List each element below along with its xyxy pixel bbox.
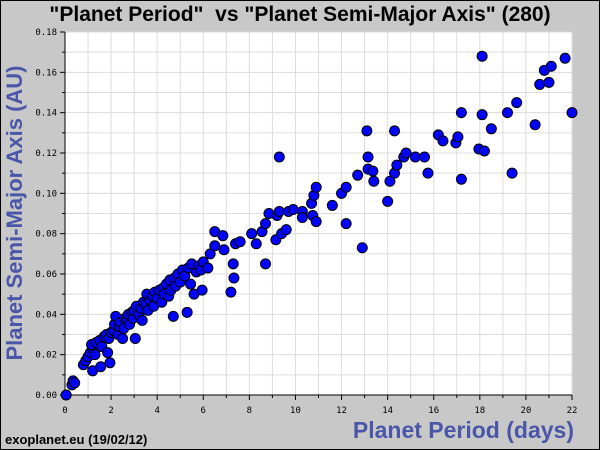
data-point xyxy=(455,107,467,119)
data-point xyxy=(69,377,81,389)
y-tick-label: 0.06 xyxy=(35,270,57,280)
data-point xyxy=(384,175,396,187)
data-point xyxy=(196,284,208,296)
data-point xyxy=(422,167,434,179)
y-tick-label: 0.18 xyxy=(35,28,57,38)
data-point xyxy=(273,205,285,217)
data-point xyxy=(227,258,239,270)
data-point xyxy=(340,218,352,230)
x-tick-label: 8 xyxy=(247,406,252,416)
y-tick-label: 0.10 xyxy=(35,189,57,199)
data-point xyxy=(368,175,380,187)
data-point xyxy=(543,76,555,88)
data-point xyxy=(419,151,431,163)
data-point xyxy=(280,224,292,236)
data-point xyxy=(485,123,497,135)
data-point xyxy=(409,151,421,163)
data-point xyxy=(437,135,449,147)
data-point xyxy=(209,240,221,252)
data-point xyxy=(117,333,129,345)
x-tick-label: 12 xyxy=(336,406,347,416)
y-tick-label: 0.14 xyxy=(35,109,57,119)
data-point xyxy=(129,333,141,345)
data-point xyxy=(534,78,546,90)
x-tick-label: 14 xyxy=(382,406,393,416)
y-tick-label: 0.02 xyxy=(35,351,57,361)
data-point xyxy=(362,151,374,163)
source-footer: exoplanet.eu (19/02/12) xyxy=(5,432,148,447)
x-tick-label: 2 xyxy=(108,406,113,416)
data-point xyxy=(501,107,513,119)
y-tick-label: 0.16 xyxy=(35,68,57,78)
data-point xyxy=(476,50,488,62)
data-point xyxy=(400,147,412,159)
data-point xyxy=(296,212,308,224)
data-point xyxy=(326,199,338,211)
data-point xyxy=(95,361,107,373)
data-point xyxy=(340,181,352,193)
data-point xyxy=(529,119,541,131)
data-point xyxy=(310,181,322,193)
data-point xyxy=(287,203,299,215)
data-point xyxy=(204,248,216,260)
data-point xyxy=(352,169,364,181)
data-point xyxy=(259,258,271,270)
x-tick-label: 20 xyxy=(520,406,531,416)
x-axis-label: Planet Period (days) xyxy=(352,417,574,443)
data-point xyxy=(234,236,246,248)
data-point xyxy=(102,347,114,359)
data-point xyxy=(478,145,490,157)
data-point xyxy=(136,314,148,326)
data-point xyxy=(389,125,401,137)
chart-title: "Planet Period" vs "Planet Semi-Major Ax… xyxy=(49,3,551,26)
y-tick-label: 0.04 xyxy=(35,310,57,320)
data-point xyxy=(310,216,322,228)
data-point xyxy=(60,389,72,401)
data-point xyxy=(218,244,230,256)
data-point xyxy=(250,238,262,250)
data-point xyxy=(89,349,101,361)
data-point xyxy=(217,230,229,242)
data-point xyxy=(566,107,578,119)
data-point xyxy=(225,286,237,298)
x-tick-label: 16 xyxy=(428,406,439,416)
data-point xyxy=(455,173,467,185)
data-point xyxy=(452,131,464,143)
data-point xyxy=(246,228,258,240)
data-point xyxy=(511,97,523,109)
data-point xyxy=(273,151,285,163)
x-tick-label: 0 xyxy=(62,406,67,416)
data-point xyxy=(545,60,557,72)
x-tick-label: 22 xyxy=(567,406,578,416)
data-point xyxy=(202,262,214,274)
data-point xyxy=(185,278,197,290)
data-point xyxy=(259,218,271,230)
y-tick-label: 0.08 xyxy=(35,230,57,240)
y-tick-label: 0.00 xyxy=(35,391,57,401)
data-point xyxy=(391,159,403,171)
y-tick-label: 0.12 xyxy=(35,149,57,159)
data-point xyxy=(506,167,518,179)
data-point xyxy=(476,109,488,121)
data-point xyxy=(167,310,179,322)
data-point xyxy=(361,125,373,137)
data-point xyxy=(104,357,116,369)
data-point xyxy=(382,195,394,207)
data-point xyxy=(228,272,240,284)
data-point xyxy=(367,165,379,177)
x-tick-label: 10 xyxy=(290,406,301,416)
x-tick-label: 18 xyxy=(474,406,485,416)
data-point xyxy=(181,306,193,318)
data-point xyxy=(559,52,571,64)
x-tick-label: 6 xyxy=(201,406,206,416)
x-tick-label: 4 xyxy=(154,406,159,416)
data-point xyxy=(356,242,368,254)
